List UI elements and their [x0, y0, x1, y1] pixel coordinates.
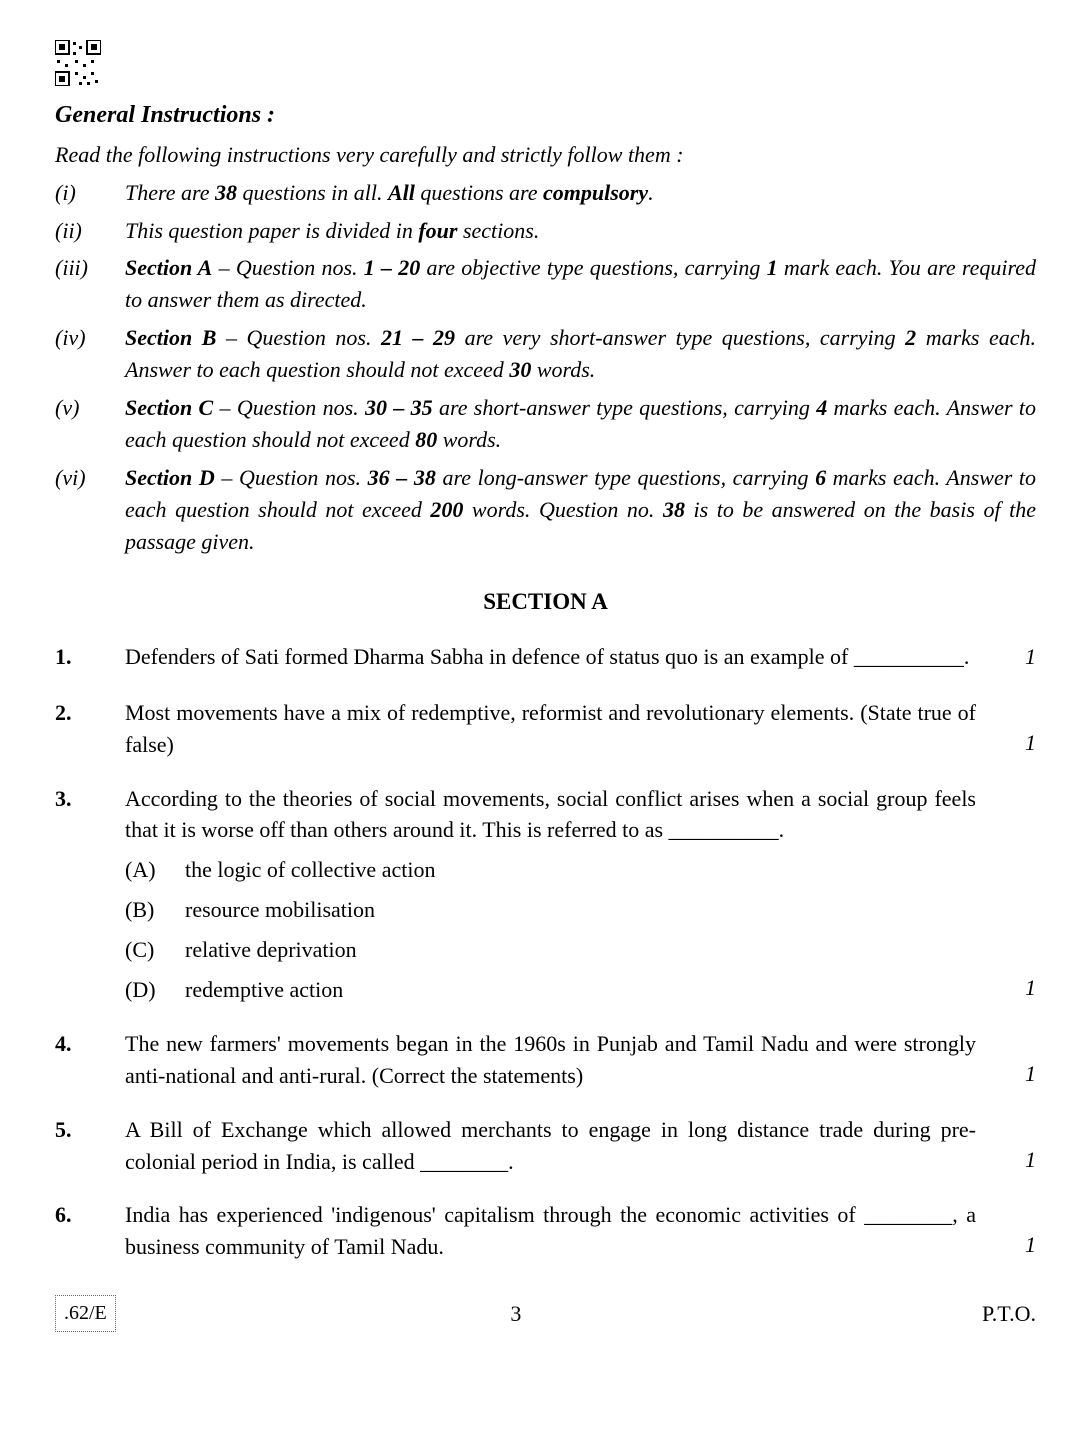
question-row: 6.India has experienced 'indigenous' cap… — [55, 1199, 1036, 1263]
section-a-title: SECTION A — [55, 585, 1036, 618]
question-text: A Bill of Exchange which allowed merchan… — [125, 1114, 976, 1178]
option-text: redemptive action — [185, 974, 976, 1006]
instruction-text: There are 38 questions in all. All quest… — [125, 177, 1036, 209]
option-row: (D)redemptive action — [125, 974, 976, 1006]
question-body: A Bill of Exchange which allowed merchan… — [125, 1114, 976, 1178]
question-body: Defenders of Sati formed Dharma Sabha in… — [125, 641, 976, 675]
instruction-row: (ii)This question paper is divided in fo… — [55, 215, 1036, 247]
question-marks: 1 — [976, 1028, 1036, 1092]
question-marks: 1 — [976, 1114, 1036, 1178]
question-text: The new farmers' movements began in the … — [125, 1028, 976, 1092]
question-text: Defenders of Sati formed Dharma Sabha in… — [125, 641, 976, 673]
instruction-text: Section C – Question nos. 30 – 35 are sh… — [125, 392, 1036, 456]
question-text: India has experienced 'indigenous' capit… — [125, 1199, 976, 1263]
option-row: (C)relative deprivation — [125, 934, 976, 966]
instruction-text: This question paper is divided in four s… — [125, 215, 1036, 247]
question-number: 4. — [55, 1028, 125, 1092]
question-body: Most movements have a mix of redemptive,… — [125, 697, 976, 761]
option-label: (A) — [125, 854, 185, 886]
option-text: the logic of collective action — [185, 854, 976, 886]
instructions-subtitle: Read the following instructions very car… — [55, 139, 1036, 171]
footer-code: .62/E — [55, 1295, 116, 1332]
instruction-number: (iv) — [55, 322, 125, 386]
general-instructions-heading: General Instructions : — [55, 98, 1036, 133]
question-body: According to the theories of social move… — [125, 783, 976, 1006]
question-marks: 1 — [976, 1199, 1036, 1263]
question-marks: 1 — [976, 641, 1036, 675]
question-row: 5.A Bill of Exchange which allowed merch… — [55, 1114, 1036, 1178]
footer-pto: P.T.O. — [916, 1298, 1036, 1330]
question-text: Most movements have a mix of redemptive,… — [125, 697, 976, 761]
question-number: 2. — [55, 697, 125, 761]
instruction-text: Section B – Question nos. 21 – 29 are ve… — [125, 322, 1036, 386]
question-number: 5. — [55, 1114, 125, 1178]
instruction-text: Section A – Question nos. 1 – 20 are obj… — [125, 252, 1036, 316]
question-row: 4.The new farmers' movements began in th… — [55, 1028, 1036, 1092]
question-body: India has experienced 'indigenous' capit… — [125, 1199, 976, 1263]
option-row: (A)the logic of collective action — [125, 854, 976, 886]
instruction-number: (vi) — [55, 462, 125, 558]
qr-code-icon — [55, 40, 101, 86]
question-number: 3. — [55, 783, 125, 1006]
option-label: (C) — [125, 934, 185, 966]
instruction-number: (v) — [55, 392, 125, 456]
instruction-number: (ii) — [55, 215, 125, 247]
option-text: relative deprivation — [185, 934, 976, 966]
question-marks: 1 — [976, 783, 1036, 1006]
option-row: (B)resource mobilisation — [125, 894, 976, 926]
instruction-row: (i)There are 38 questions in all. All qu… — [55, 177, 1036, 209]
question-marks: 1 — [976, 697, 1036, 761]
question-row: 1.Defenders of Sati formed Dharma Sabha … — [55, 641, 1036, 675]
question-row: 2.Most movements have a mix of redemptiv… — [55, 697, 1036, 761]
question-row: 3.According to the theories of social mo… — [55, 783, 1036, 1006]
instruction-text: Section D – Question nos. 36 – 38 are lo… — [125, 462, 1036, 558]
instruction-row: (vi)Section D – Question nos. 36 – 38 ar… — [55, 462, 1036, 558]
question-body: The new farmers' movements began in the … — [125, 1028, 976, 1092]
question-number: 1. — [55, 641, 125, 675]
question-text: According to the theories of social move… — [125, 783, 976, 847]
question-number: 6. — [55, 1199, 125, 1263]
instruction-row: (v)Section C – Question nos. 30 – 35 are… — [55, 392, 1036, 456]
instruction-row: (iv)Section B – Question nos. 21 – 29 ar… — [55, 322, 1036, 386]
option-label: (B) — [125, 894, 185, 926]
footer-page-number: 3 — [116, 1298, 916, 1330]
instruction-row: (iii)Section A – Question nos. 1 – 20 ar… — [55, 252, 1036, 316]
instruction-number: (i) — [55, 177, 125, 209]
instruction-number: (iii) — [55, 252, 125, 316]
page-footer: .62/E 3 P.T.O. — [55, 1295, 1036, 1332]
option-label: (D) — [125, 974, 185, 1006]
option-text: resource mobilisation — [185, 894, 976, 926]
